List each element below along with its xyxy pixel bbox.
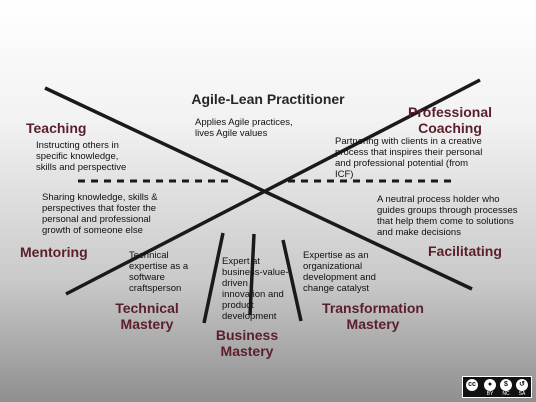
- business-title: Business Mastery: [215, 327, 279, 359]
- noncommercial-icon: $: [500, 379, 512, 391]
- license-nc-label: NC: [502, 391, 510, 397]
- license-by-label: BY: [486, 391, 494, 397]
- transformation-description: Expertise as an organizational developme…: [303, 250, 376, 294]
- facilitating-description: A neutral process holder who guides grou…: [377, 194, 518, 238]
- mentoring-title: Mentoring: [20, 244, 88, 260]
- facilitating-title: Facilitating: [428, 243, 502, 259]
- coaching-description: Partnering with clients in a creative pr…: [335, 136, 483, 180]
- diagonal-line-down: [44, 86, 473, 291]
- sharealike-icon: ↺: [516, 379, 528, 391]
- license-sa-label: SA: [518, 391, 526, 397]
- cc-circle-icon: cc: [466, 379, 478, 391]
- spoke-transformation: [281, 239, 303, 322]
- attribution-icon: ●: [484, 379, 496, 391]
- coaching-title: Professional Coaching: [407, 104, 493, 136]
- technical-title: Technical Mastery: [115, 300, 179, 332]
- transformation-title: Transformation Mastery: [322, 300, 424, 332]
- diagonal-line-up: [65, 78, 481, 296]
- practitioner-description: Applies Agile practices, lives Agile val…: [195, 117, 293, 139]
- business-description: Expert at business-value- driven innovat…: [222, 256, 289, 322]
- practitioner-title: Agile-Lean Practitioner: [191, 91, 345, 107]
- mentoring-description: Sharing knowledge, skills & perspectives…: [42, 192, 158, 236]
- teaching-title: Teaching: [26, 120, 87, 136]
- spoke-business: [248, 233, 256, 316]
- technical-description: Technical expertise as a software crafts…: [129, 250, 189, 294]
- creative-commons-by-nc-sa-icon: cc ● $ ↺ BY NC SA: [462, 376, 532, 398]
- teaching-description: Instructing others in specific knowledge…: [36, 140, 127, 173]
- spoke-technical: [202, 232, 225, 324]
